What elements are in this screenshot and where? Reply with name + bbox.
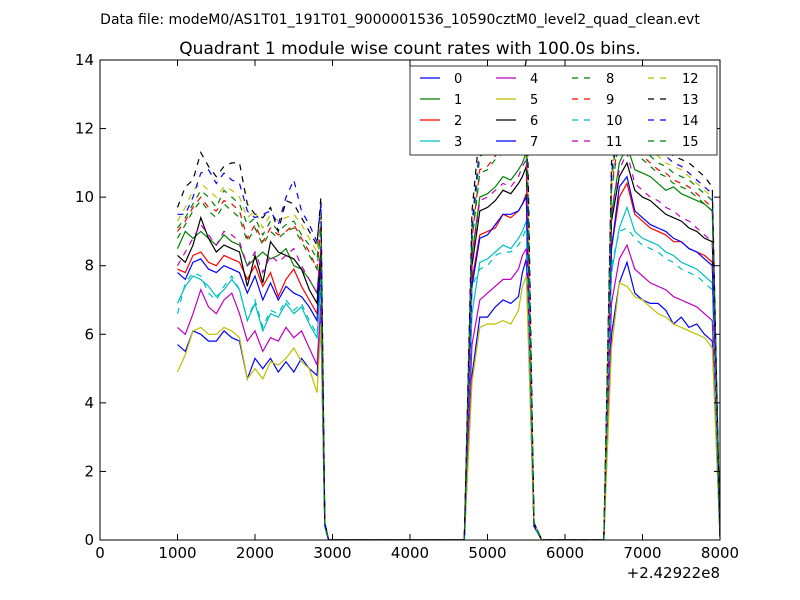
legend-label-0: 0	[454, 72, 462, 87]
series-line-7	[177, 175, 720, 540]
chart-title: Quadrant 1 module wise count rates with …	[179, 39, 640, 59]
legend-label-6: 6	[530, 114, 538, 129]
ticks-layer: 0 1000 2000 3000 4000 5000 6000 7000 80000246810…	[75, 51, 739, 562]
y-tick-label: 12	[75, 120, 94, 138]
legend-label-7: 7	[530, 135, 538, 150]
series-line-8	[177, 106, 720, 540]
x-tick-label: 8000	[701, 544, 739, 562]
legend-frame	[409, 65, 718, 156]
legend-label-14: 14	[682, 114, 699, 129]
legend-label-10: 10	[606, 114, 623, 129]
series-line-0	[177, 258, 720, 540]
y-tick-label: 0	[84, 531, 94, 549]
legend-label-4: 4	[530, 72, 538, 87]
x-tick-label: 4000	[391, 544, 429, 562]
x-tick-label: 0	[95, 544, 105, 562]
legend-label-5: 5	[530, 93, 538, 108]
y-tick-label: 14	[75, 51, 94, 69]
x-tick-label: 2000	[236, 544, 274, 562]
x-tick-label: 1000	[158, 544, 196, 562]
x-tick-label: 6000	[546, 544, 584, 562]
series-line-4	[177, 243, 720, 540]
suptitle: Data file: modeM0/AS1T01_191T01_90000015…	[100, 12, 700, 28]
legend-label-1: 1	[454, 93, 462, 108]
legend-label-9: 9	[606, 93, 614, 108]
series-line-10	[176, 227, 720, 540]
y-tick-label: 2	[84, 462, 94, 480]
series-line-5	[176, 275, 720, 540]
series-line-11	[176, 150, 720, 540]
y-tick-label: 10	[75, 188, 94, 206]
y-tick-label: 8	[84, 257, 94, 275]
series-line-1	[176, 144, 720, 540]
series-line-9	[177, 116, 720, 540]
legend-label-15: 15	[682, 135, 699, 150]
x-offset-label: +2.42922e8	[627, 564, 720, 582]
legend-label-8: 8	[606, 72, 614, 87]
y-tick-label: 4	[84, 394, 94, 412]
y-tick-label: 6	[84, 325, 94, 343]
series-line-6	[177, 161, 720, 540]
legend-label-13: 13	[682, 93, 699, 108]
x-tick-label: 7000	[623, 544, 661, 562]
series-layer	[176, 60, 720, 540]
legend-label-12: 12	[682, 72, 699, 87]
x-tick-label: 3000	[313, 544, 351, 562]
series-line-13	[176, 60, 720, 540]
legend-label-3: 3	[454, 135, 462, 150]
x-tick-label: 5000	[468, 544, 506, 562]
series-line-12	[176, 100, 720, 540]
legend-label-11: 11	[606, 135, 623, 150]
legend-label-2: 2	[454, 114, 462, 129]
series-line-2	[177, 181, 720, 540]
